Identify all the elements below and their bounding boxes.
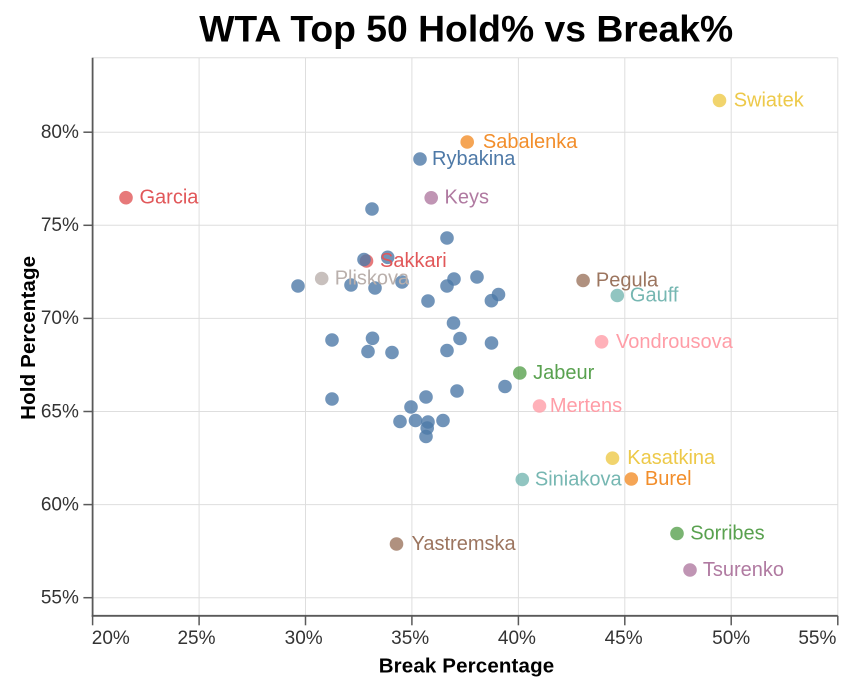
svg-text:50%: 50% [712, 628, 750, 649]
svg-text:80%: 80% [41, 122, 79, 143]
svg-text:25%: 25% [177, 628, 215, 649]
svg-text:70%: 70% [41, 308, 79, 329]
svg-text:Vondrousova: Vondrousova [616, 331, 734, 353]
svg-text:Yastremska: Yastremska [412, 533, 517, 555]
svg-text:30%: 30% [285, 628, 323, 649]
svg-text:Sakkari: Sakkari [380, 250, 447, 272]
svg-text:Siniakova: Siniakova [535, 468, 623, 490]
svg-text:Sabalenka: Sabalenka [483, 131, 578, 153]
svg-text:Break Percentage: Break Percentage [379, 654, 555, 677]
svg-text:Tsurenko: Tsurenko [703, 559, 784, 581]
svg-text:Keys: Keys [445, 187, 489, 209]
svg-text:35%: 35% [391, 628, 429, 649]
svg-text:75%: 75% [41, 215, 79, 236]
svg-text:20%: 20% [92, 628, 130, 649]
svg-text:55%: 55% [798, 628, 836, 649]
svg-text:Kasatkina: Kasatkina [627, 447, 716, 469]
svg-text:Mertens: Mertens [550, 395, 622, 417]
svg-text:Garcia: Garcia [140, 186, 200, 208]
svg-text:WTA Top 50 Hold% vs Break%: WTA Top 50 Hold% vs Break% [199, 7, 733, 49]
svg-text:45%: 45% [605, 628, 643, 649]
svg-text:Hold Percentage: Hold Percentage [17, 256, 40, 420]
svg-text:40%: 40% [498, 628, 536, 649]
svg-text:55%: 55% [41, 588, 79, 609]
svg-text:Jabeur: Jabeur [533, 362, 594, 384]
svg-text:65%: 65% [41, 401, 79, 422]
svg-text:Sorribes: Sorribes [690, 522, 764, 544]
svg-text:Gauff: Gauff [630, 284, 679, 306]
svg-text:Pegula: Pegula [596, 269, 659, 291]
svg-text:Pliskova: Pliskova [335, 268, 410, 290]
svg-text:Swiatek: Swiatek [734, 89, 805, 111]
svg-text:Burel: Burel [645, 468, 692, 490]
svg-text:60%: 60% [41, 494, 79, 515]
svg-text:Rybakina: Rybakina [432, 148, 516, 170]
